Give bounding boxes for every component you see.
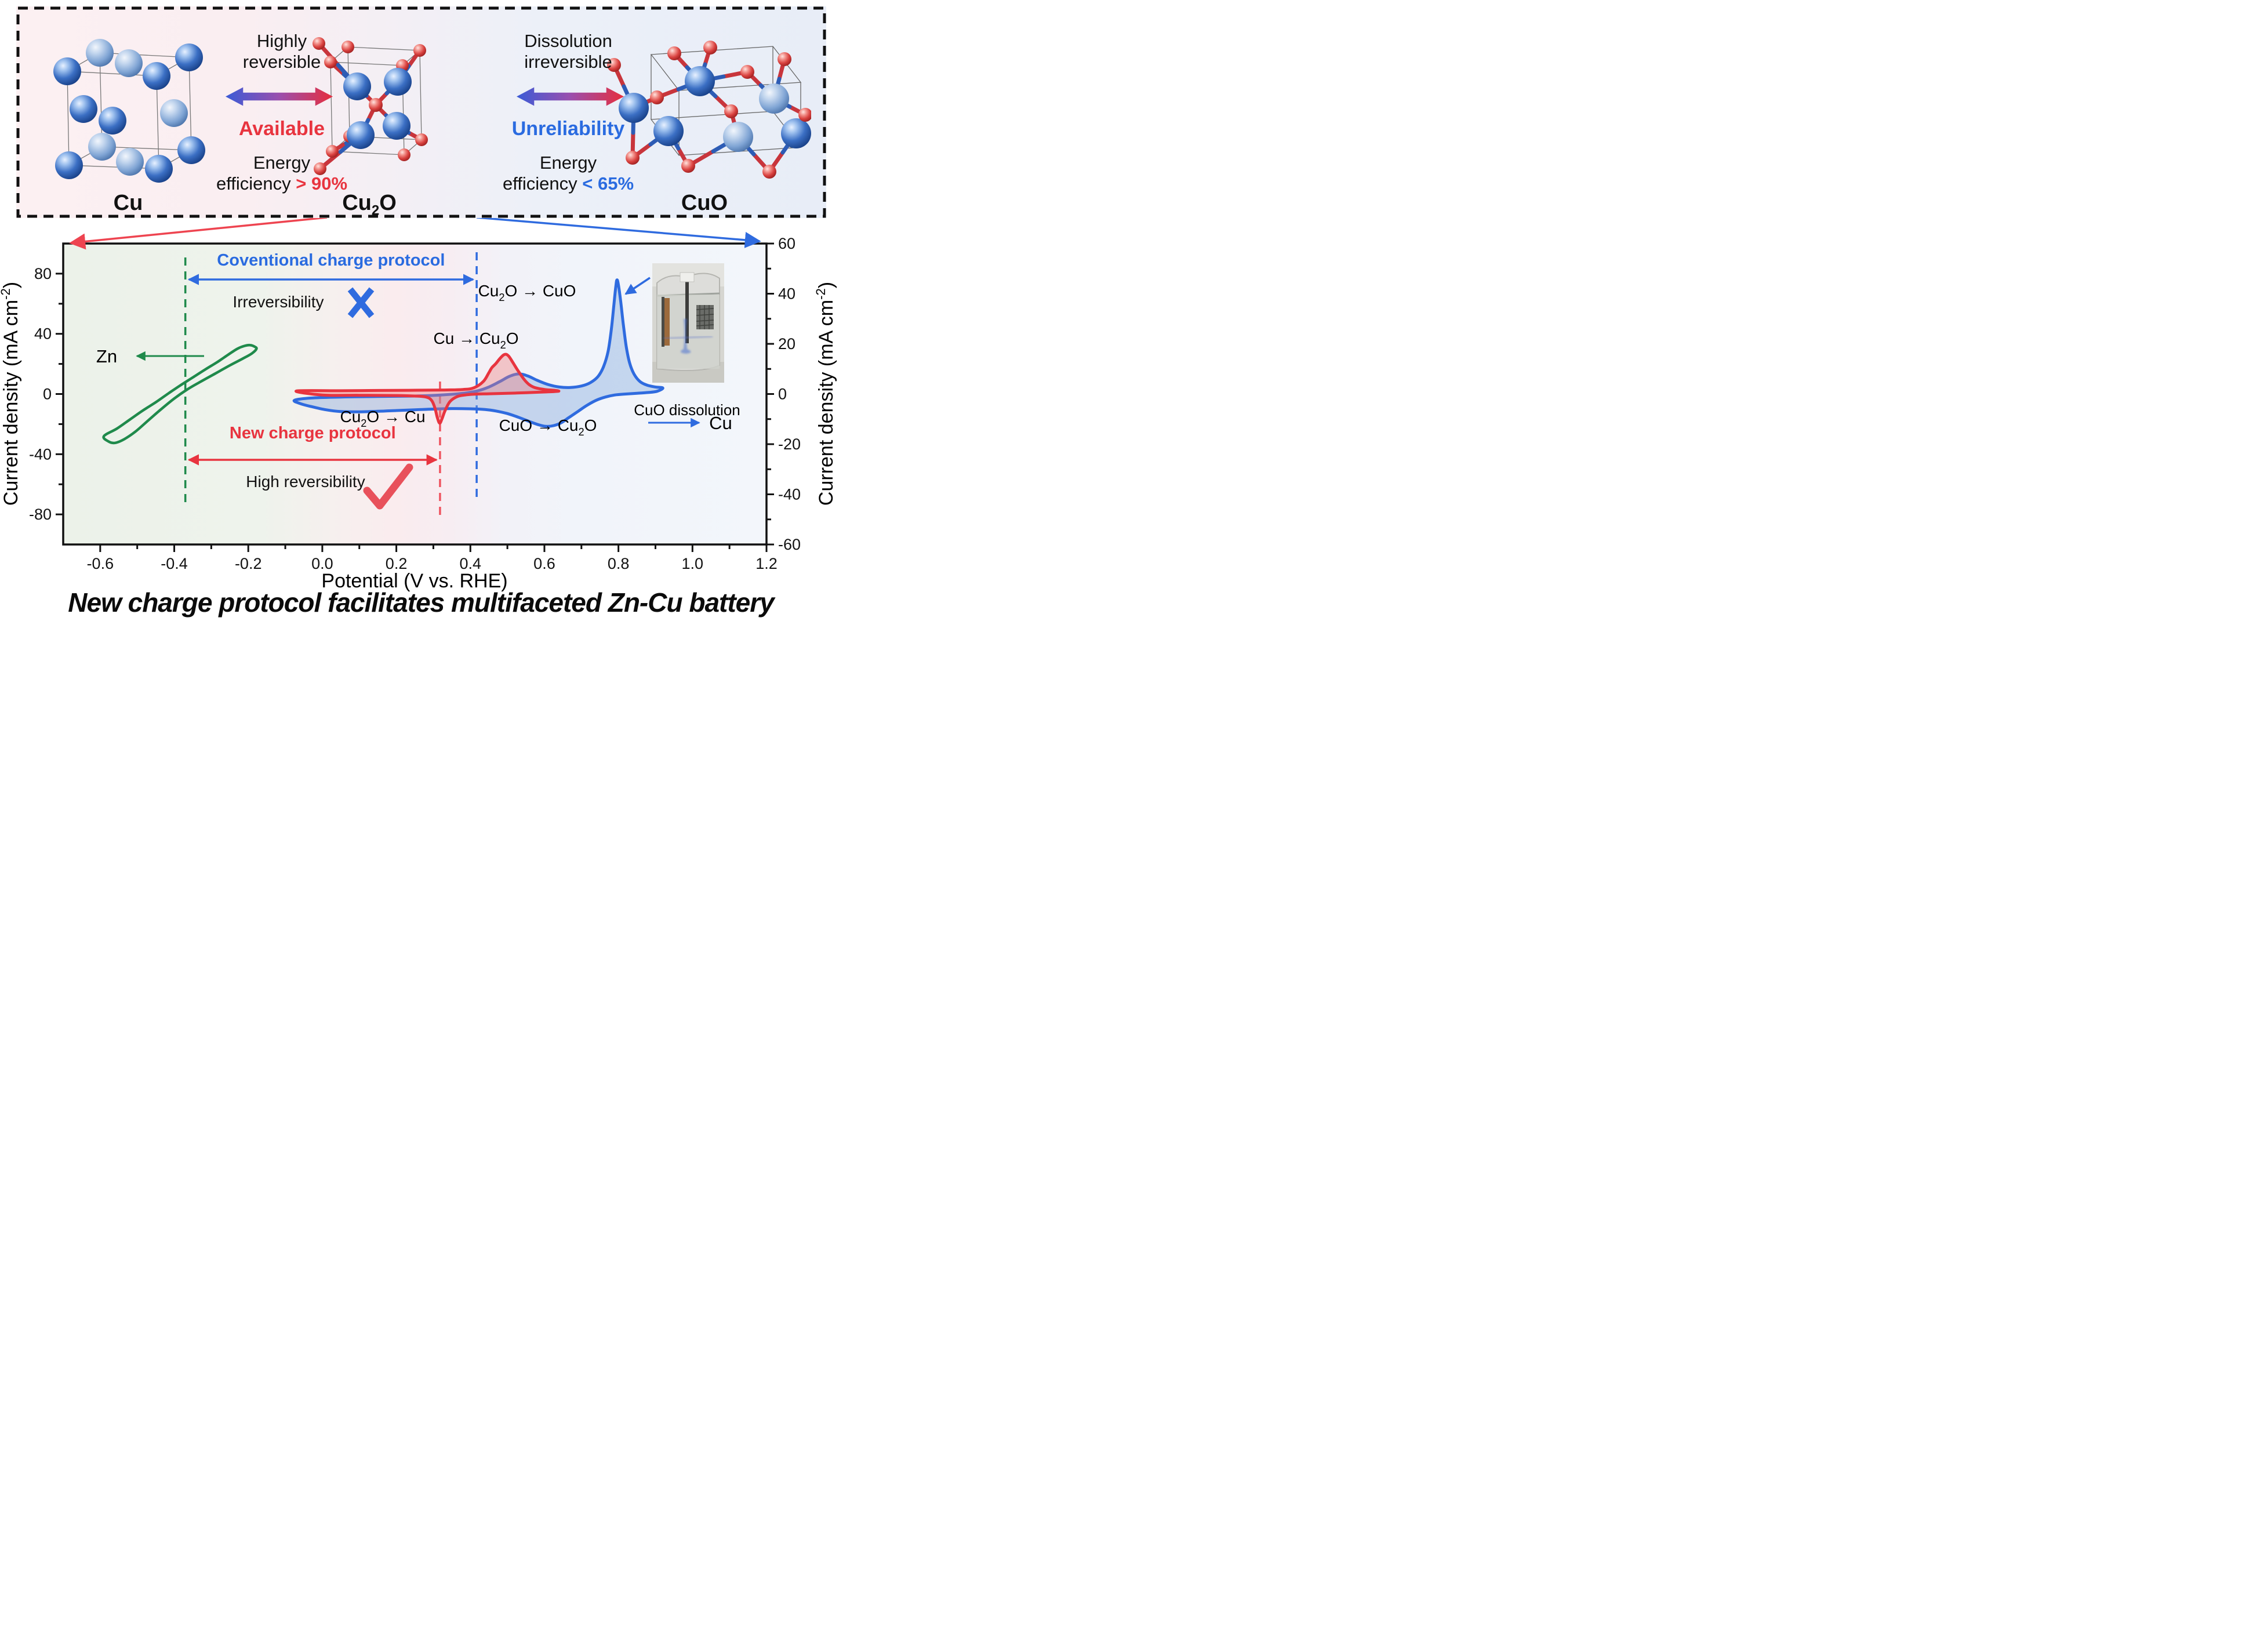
reference-lines [184, 252, 478, 520]
unreliability-block: Unreliability [470, 118, 667, 139]
tick-label: 1.2 [755, 555, 778, 572]
highly-reversible-line2: reversible [242, 52, 321, 72]
cuo-to-cu2o-label: CuO → Cu2O [499, 416, 597, 438]
figure-canvas: -0.6 -0.4 -0.2 0.0 0.2 0.4 0.6 0.8 1.0 1.2 80 40 0 -4… [0, 0, 842, 619]
blue-dissolution-streak [680, 319, 691, 354]
x-mark-icon [347, 287, 375, 318]
cu-structure [53, 39, 205, 183]
energy-word: Energy [253, 153, 311, 173]
tick-label: 1.0 [682, 555, 704, 572]
conventional-protocol-title: Coventional charge protocol [217, 251, 445, 270]
cuo-structure-label: CuO [681, 191, 728, 215]
cu-structure-label: Cu [113, 191, 143, 215]
x-axis-label: Potential (V vs. RHE) [321, 570, 507, 592]
tick-label: 0.8 [608, 555, 630, 572]
efficiency-value: efficiency < 65% [502, 173, 634, 194]
tick-label: 40 [778, 285, 795, 303]
zn-cv-curve [102, 343, 258, 445]
tick-label: -0.6 [87, 555, 114, 572]
cu2o-cuo-text-block: Dissolution irreversible [470, 31, 667, 72]
tick-label: -20 [778, 435, 801, 453]
tick-label: 0.0 [311, 555, 333, 572]
cuo-structure [607, 41, 811, 179]
mesh-electrode [696, 305, 714, 329]
axis-ticks [56, 242, 774, 552]
tick-label: 0 [778, 386, 787, 403]
available-block: Available [183, 118, 380, 139]
new-protocol-title: New charge protocol [230, 424, 396, 442]
tick-label: -80 [29, 506, 52, 523]
cuo-atoms [607, 41, 811, 179]
tick-label: -40 [29, 445, 52, 463]
tick-label: 0.2 [386, 555, 408, 572]
new-protocol-annotation: New charge protocol High reversibility [187, 424, 438, 510]
high-reversibility-label: High reversibility [246, 473, 365, 491]
red-connector-arrow [69, 216, 328, 250]
top-panel: Highly reversible Available Energy effic… [16, 6, 826, 219]
cu2o-to-cuo-label: Cu2O → CuO [478, 282, 576, 303]
cu2o-atoms [313, 37, 428, 175]
energy-efficiency-right: Energy efficiency < 65% [470, 153, 667, 194]
highly-reversible-line1: Highly [256, 31, 307, 51]
cu2o-structure [313, 37, 428, 175]
photo-pointer-arrow [624, 277, 651, 295]
top-panel-border [16, 6, 826, 218]
energy-efficiency-left: Energy efficiency > 90% [183, 153, 380, 194]
cu-atoms [53, 39, 205, 183]
blue-connector-arrow [476, 216, 761, 248]
tick-label: -0.4 [161, 555, 188, 572]
efficiency-value: efficiency > 90% [216, 173, 348, 194]
dissolution-line2: irreversible [524, 52, 612, 72]
energy-word: Energy [539, 153, 597, 173]
tick-label: -40 [778, 486, 801, 503]
irreversibility-label: Irreversibility [233, 293, 324, 311]
tick-label: 0.6 [533, 555, 555, 572]
cu2o-cv-curve [295, 353, 561, 425]
tick-label: 60 [778, 235, 795, 252]
tick-label: -0.2 [235, 555, 262, 572]
tick-label: -60 [778, 536, 801, 553]
cu2o-structure-label: Cu2O [342, 191, 397, 219]
cu-label: Cu [709, 413, 732, 433]
checkmark-icon [363, 463, 413, 510]
y-axis-label-right: Current density (mA cm-2) [813, 282, 837, 506]
unreliability-keyword: Unreliability [511, 118, 625, 140]
photo-caption: CuO dissolution [634, 401, 740, 419]
cu-to-cu2o-label: Cu → Cu2O [433, 329, 518, 351]
cv-chart: -0.6 -0.4 -0.2 0.0 0.2 0.4 0.6 0.8 1.0 1.2 80 40 0 -4… [0, 216, 837, 592]
cu-cu2o-text-block: Highly reversible [183, 31, 380, 72]
cu2o-cuo-gradient-arrow [517, 87, 624, 106]
tick-label: 80 [34, 265, 52, 282]
cuo-dissolution-photo [652, 263, 724, 383]
figure-title: New charge protocol facilitates multifac… [68, 587, 774, 618]
tick-label: 40 [34, 325, 52, 343]
tick-label: 0.4 [459, 555, 481, 572]
electrode-rod [685, 275, 689, 343]
dissolution-line1: Dissolution [524, 31, 612, 51]
zn-label: Zn [96, 346, 117, 366]
conventional-protocol-annotation: Coventional charge protocol Irreversibil… [187, 251, 475, 318]
cu2o-to-cu-label: Cu2O → Cu [340, 408, 425, 429]
axis-tick-labels: -0.6 -0.4 -0.2 0.0 0.2 0.4 0.6 0.8 1.0 1.2 80 40 0 -4… [29, 235, 801, 572]
y-axis-label-left: Current density (mA cm-2) [0, 282, 22, 506]
cv-series [102, 278, 664, 445]
tick-label: 20 [778, 335, 795, 353]
tick-label: 0 [43, 386, 52, 403]
available-keyword: Available [238, 118, 325, 140]
cu-cu2o-gradient-arrow [226, 87, 333, 106]
